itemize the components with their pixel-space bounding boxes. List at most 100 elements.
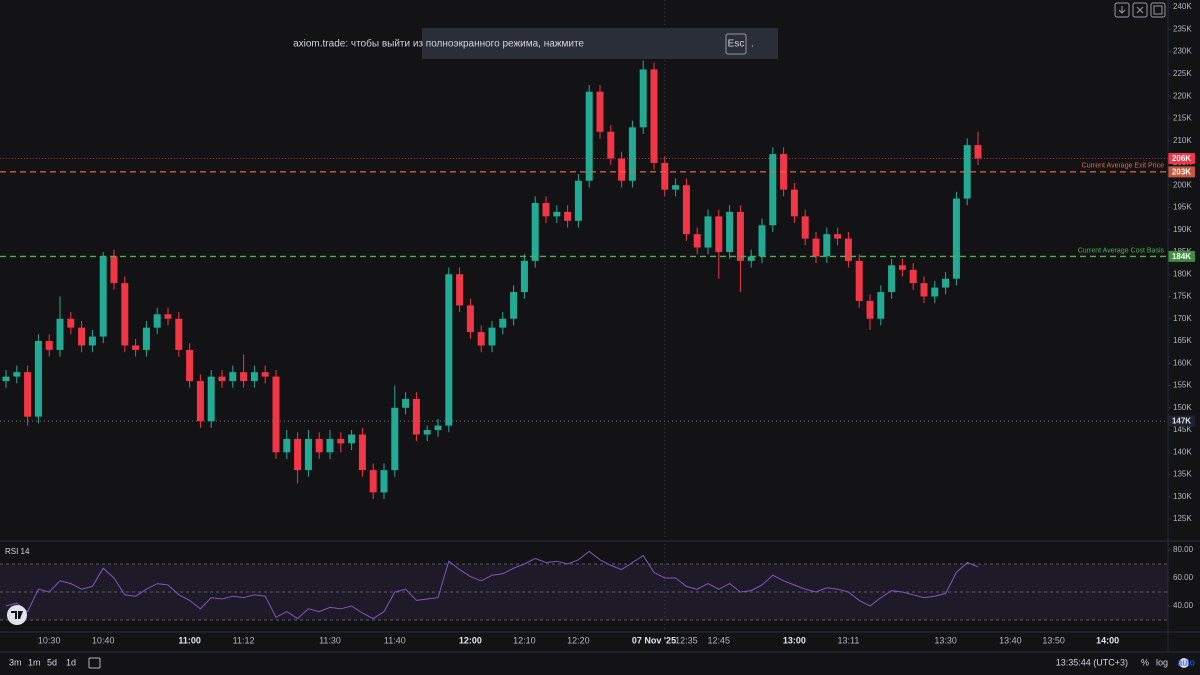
candle-body bbox=[801, 216, 809, 239]
candle-body bbox=[272, 376, 280, 453]
toast-end: . bbox=[751, 39, 754, 50]
candle-body bbox=[423, 430, 431, 435]
candle-body bbox=[358, 434, 366, 471]
scale-option[interactable]: auto bbox=[1177, 657, 1195, 667]
candle-body bbox=[596, 91, 604, 132]
candle-body bbox=[186, 349, 194, 382]
candle-body bbox=[909, 269, 917, 284]
last-price-tag bbox=[1168, 152, 1195, 164]
scale-option[interactable]: % bbox=[1141, 657, 1149, 667]
crosshair-tag bbox=[1168, 415, 1195, 427]
x-tick-label: 13:50 bbox=[1042, 635, 1065, 645]
y-tick-label: 170K bbox=[1173, 314, 1192, 323]
x-tick-label: 10:30 bbox=[38, 635, 61, 645]
candle-body bbox=[391, 407, 399, 471]
toast-text: axiom.trade: чтобы выйти из полноэкранно… bbox=[293, 38, 584, 50]
candle-body bbox=[175, 318, 183, 350]
candle-body bbox=[952, 198, 960, 279]
y-tick-label: 240K bbox=[1173, 2, 1192, 11]
fullscreen-button[interactable] bbox=[1150, 2, 1166, 18]
candle-body bbox=[672, 185, 680, 190]
candle-body bbox=[866, 300, 874, 319]
candle-body bbox=[456, 274, 464, 306]
last-price-tag-label: 206K bbox=[1172, 154, 1191, 163]
date-range-button[interactable] bbox=[88, 657, 101, 669]
interval-button[interactable]: 1d bbox=[66, 657, 76, 667]
candle-body bbox=[348, 434, 356, 444]
candle-body bbox=[477, 332, 485, 346]
price-line-tag-label: 203K bbox=[1172, 167, 1191, 176]
y-tick-label: 155K bbox=[1173, 381, 1192, 390]
y-tick-label: 40.00 bbox=[1173, 601, 1194, 610]
x-tick-label: 12:35 bbox=[675, 635, 698, 645]
candle-body bbox=[855, 260, 863, 301]
candle-body bbox=[790, 189, 798, 217]
y-tick-label: 225K bbox=[1173, 69, 1192, 78]
scroll-button[interactable] bbox=[1114, 2, 1130, 18]
x-tick-label: 11:12 bbox=[233, 635, 255, 645]
y-tick-label: 125K bbox=[1173, 514, 1192, 523]
price-line-label: Current Average Exit Price bbox=[1082, 163, 1164, 170]
candle-body bbox=[196, 381, 204, 422]
candle-body bbox=[240, 372, 248, 382]
candle-body bbox=[564, 211, 572, 221]
x-tick-label: 13:11 bbox=[837, 635, 859, 645]
price-line-tag bbox=[1168, 166, 1195, 178]
x-tick-label: 13:30 bbox=[934, 635, 957, 645]
candle-body bbox=[661, 162, 669, 190]
candle-body bbox=[380, 470, 388, 493]
candle-body bbox=[693, 234, 701, 248]
y-tick-label: 200K bbox=[1173, 180, 1192, 189]
candle-body bbox=[747, 256, 755, 261]
interval-button[interactable]: 5d bbox=[47, 657, 57, 667]
toast-key: Esc bbox=[728, 39, 745, 50]
scale-option[interactable]: log bbox=[1156, 657, 1168, 667]
candle-body bbox=[618, 158, 626, 181]
crosshair-tag-label: 147K bbox=[1172, 417, 1191, 426]
close-button[interactable] bbox=[1132, 2, 1148, 18]
price-line-tag-label: 184K bbox=[1172, 252, 1191, 261]
candle-body bbox=[164, 314, 172, 319]
y-tick-label: 230K bbox=[1173, 47, 1192, 56]
candle-body bbox=[412, 398, 420, 435]
candle-body bbox=[585, 91, 593, 181]
candle-body bbox=[650, 69, 658, 163]
candle-body bbox=[520, 260, 528, 293]
candle-body bbox=[488, 327, 496, 346]
interval-button[interactable]: 1m bbox=[28, 657, 41, 667]
interval-button[interactable]: 3m bbox=[9, 657, 22, 667]
logo-mark bbox=[11, 611, 23, 619]
candle-body bbox=[499, 318, 507, 328]
candle-body bbox=[963, 145, 971, 199]
y-tick-label: 180K bbox=[1173, 269, 1192, 278]
candle-body bbox=[34, 341, 42, 417]
candle-body bbox=[402, 398, 410, 408]
chart-layer: 240K235K230K225K220K215K210K205K200K195K… bbox=[0, 0, 1195, 645]
indicator-title: RSI 14 bbox=[5, 547, 30, 556]
candle-body bbox=[607, 131, 615, 159]
settings-button[interactable] bbox=[1179, 658, 1189, 668]
y-tick-label: 145K bbox=[1173, 425, 1192, 434]
x-tick-label: 11:30 bbox=[319, 635, 341, 645]
icon bbox=[1136, 6, 1144, 14]
candle-body bbox=[434, 425, 442, 431]
candle-body bbox=[304, 438, 312, 471]
price-line-label: Current Average Cost Basis bbox=[1078, 247, 1165, 254]
y-tick-label: 165K bbox=[1173, 336, 1192, 345]
candle-body bbox=[877, 292, 885, 319]
candle-body bbox=[207, 376, 215, 422]
y-tick-label: 60.00 bbox=[1173, 573, 1194, 582]
candle-body bbox=[153, 314, 161, 328]
candle-body bbox=[24, 372, 32, 417]
candle-body bbox=[326, 438, 334, 453]
window-buttons bbox=[1114, 2, 1166, 18]
candle-body bbox=[142, 327, 150, 350]
candle-body bbox=[121, 283, 129, 346]
y-tick-label: 195K bbox=[1173, 203, 1192, 212]
candle-body bbox=[844, 238, 852, 261]
rsi-line bbox=[5, 550, 979, 620]
y-tick-label: 210K bbox=[1173, 136, 1192, 145]
candle-body bbox=[110, 256, 118, 284]
key-box bbox=[725, 33, 747, 55]
